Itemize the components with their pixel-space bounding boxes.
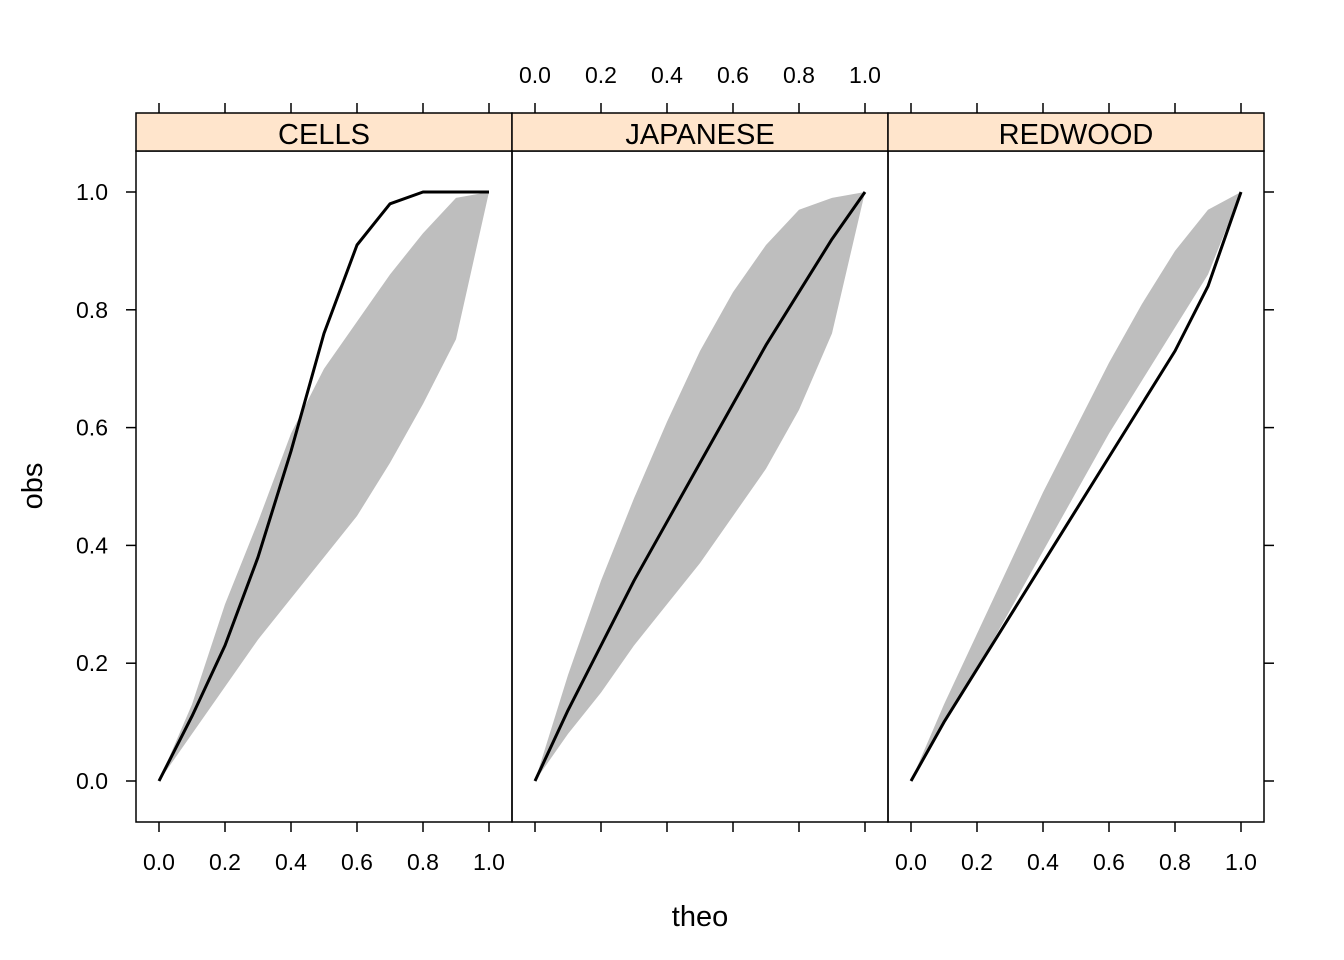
strip-label-redwood: REDWOOD [999,119,1154,151]
strip-label-japanese: JAPANESE [625,119,774,151]
y-axis-title: obs [17,463,49,510]
x-tick-label: 0.8 [407,849,439,875]
y-tick-label: 0.4 [76,532,108,558]
x-tick-label: 1.0 [849,62,881,88]
x-tick-label: 0.8 [1159,849,1191,875]
y-tick-label: 0.6 [76,415,108,441]
axis-ticks [126,103,1274,832]
strip-cells [135,112,513,152]
observed-lines [157,190,1243,782]
envelope-band-cells [159,192,489,781]
x-tick-label: 0.4 [651,62,683,88]
x-tick-label: 0.8 [783,62,815,88]
observed-line-redwood [909,191,1243,782]
x-tick-label: 1.0 [1225,849,1257,875]
x-tick-label: 0.0 [895,849,927,875]
x-tick-label: 0.2 [961,849,993,875]
x-tick-label: 0.2 [209,849,241,875]
y-tick-label: 1.0 [76,179,108,205]
x-tick-label: 0.4 [275,849,307,875]
x-axis-title: theo [672,901,728,933]
x-tick-label: 0.0 [519,62,551,88]
observed-line-cells [157,190,489,782]
tick-labels: 0.0 0.2 0.4 0.6 0.8 1.0 0.0 0.2 0.4 0.6 0.8 1.0 0.0 0… [76,62,1257,875]
envelope-band-redwood [911,192,1241,781]
x-tick-label: 0.6 [1093,849,1125,875]
envelope-bands [159,192,1241,781]
observed-line-japanese [533,191,867,782]
x-tick-label: 0.0 [143,849,175,875]
y-tick-label: 0.8 [76,297,108,323]
x-tick-label: 0.6 [341,849,373,875]
y-tick-label: 0.2 [76,650,108,676]
strip-redwood [887,112,1265,152]
strip-label-cells: CELLS [278,119,370,151]
x-tick-label: 0.6 [717,62,749,88]
x-tick-label: 0.4 [1027,849,1059,875]
x-tick-label: 1.0 [473,849,505,875]
panel-strips: CELLS JAPANESE REDWOOD [135,112,1265,152]
strip-japanese [511,112,889,152]
x-tick-label: 0.2 [585,62,617,88]
envelope-band-japanese [535,192,865,781]
y-tick-label: 0.0 [76,768,108,794]
